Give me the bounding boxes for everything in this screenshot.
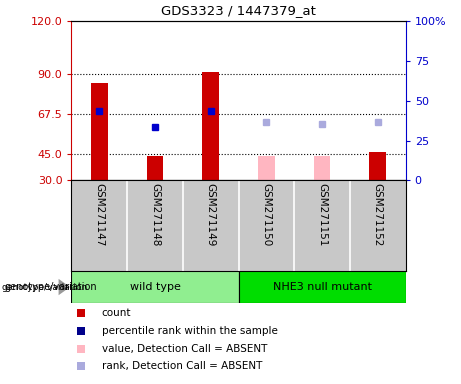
Bar	[71, 271, 239, 303]
Bar	[91, 83, 108, 180]
Bar	[258, 156, 275, 180]
Bar	[369, 152, 386, 180]
Text: rank, Detection Call = ABSENT: rank, Detection Call = ABSENT	[101, 361, 262, 371]
Text: GSM271150: GSM271150	[261, 183, 272, 247]
Text: GSM271148: GSM271148	[150, 183, 160, 247]
Bar	[202, 73, 219, 180]
Text: count: count	[101, 308, 131, 318]
Polygon shape	[59, 279, 70, 295]
Text: genotype/variation: genotype/variation	[5, 282, 97, 292]
Text: NHE3 null mutant: NHE3 null mutant	[272, 282, 372, 292]
Text: GSM271147: GSM271147	[95, 183, 104, 247]
Text: GSM271152: GSM271152	[373, 183, 383, 247]
Text: wild type: wild type	[130, 282, 180, 292]
Text: GSM271149: GSM271149	[206, 183, 216, 247]
Text: percentile rank within the sample: percentile rank within the sample	[101, 326, 278, 336]
Bar	[314, 156, 331, 180]
Text: GSM271151: GSM271151	[317, 183, 327, 247]
Text: value, Detection Call = ABSENT: value, Detection Call = ABSENT	[101, 344, 267, 354]
Text: genotype/variation: genotype/variation	[1, 283, 88, 291]
Bar	[147, 156, 163, 180]
Title: GDS3323 / 1447379_at: GDS3323 / 1447379_at	[161, 4, 316, 17]
Bar	[239, 271, 406, 303]
